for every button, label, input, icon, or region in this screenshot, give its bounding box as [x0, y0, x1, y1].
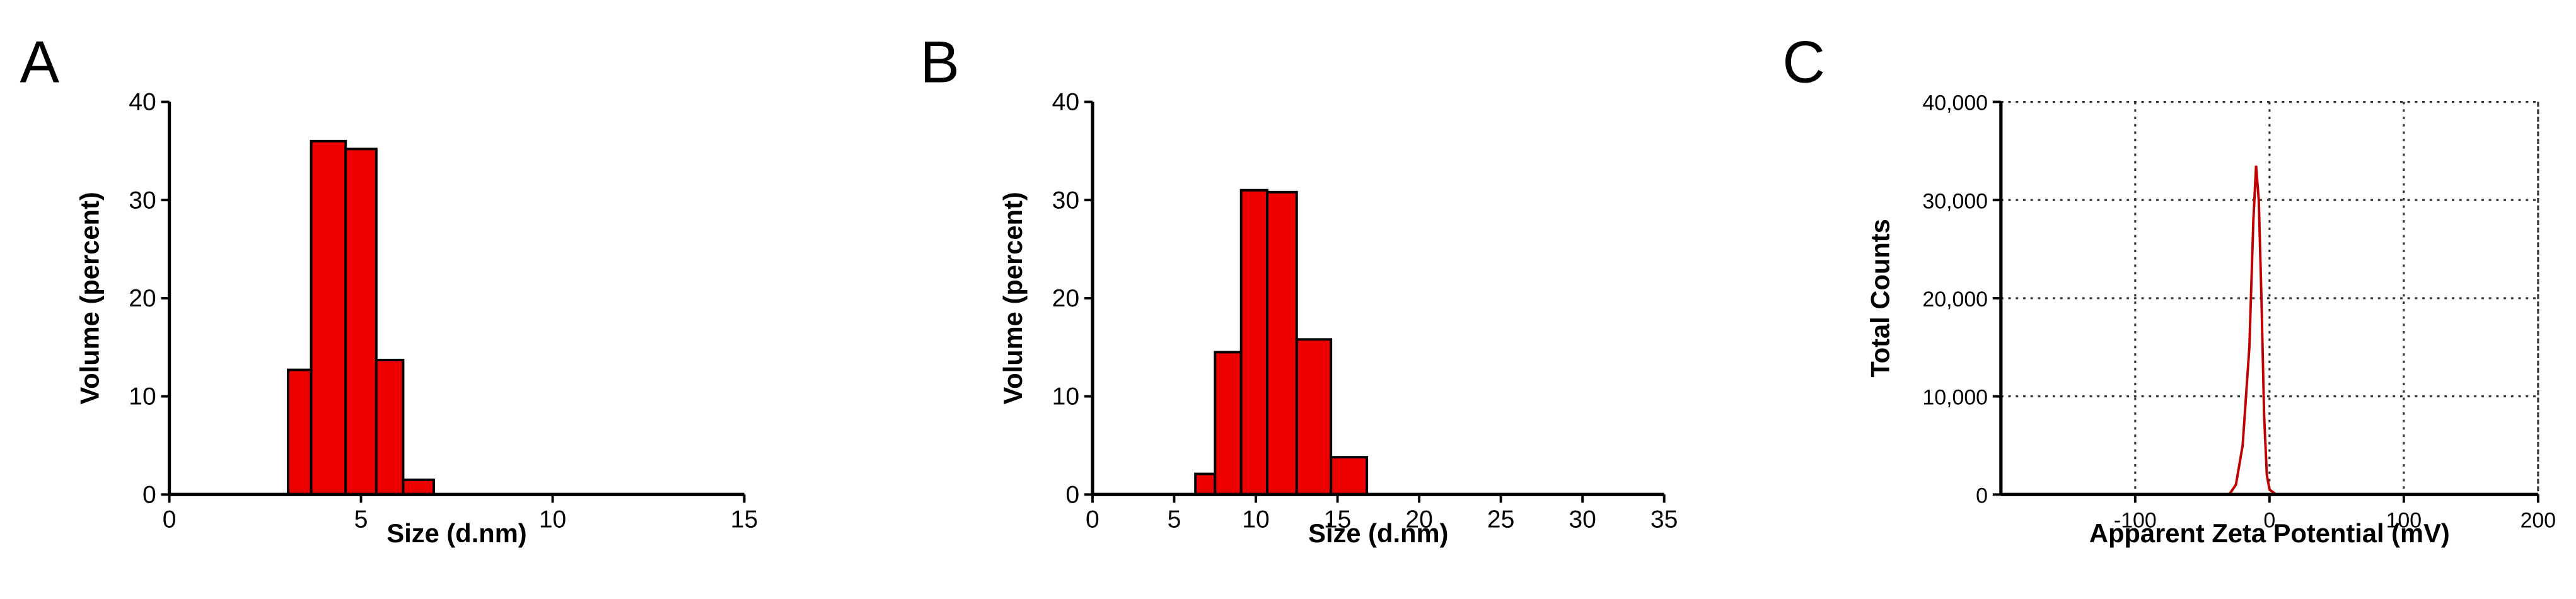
- panel-label: A: [20, 28, 59, 95]
- x-tick-label: 25: [1487, 506, 1514, 533]
- y-tick-label: 0: [1065, 481, 1079, 508]
- y-tick-label: 40,000: [1922, 91, 1988, 115]
- line: [2068, 165, 2471, 496]
- x-tick-label: -100: [2114, 508, 2157, 532]
- bar: [1295, 338, 1333, 496]
- bar: [344, 148, 378, 496]
- y-tick-label: 40: [129, 89, 156, 116]
- y-tick-label: 40: [1052, 89, 1079, 116]
- y-tick-label: 0: [142, 481, 156, 508]
- y-tick-label: 30: [1052, 187, 1079, 214]
- bar: [402, 478, 436, 496]
- x-tick-label: 0: [1086, 506, 1099, 533]
- panel-label: B: [920, 28, 960, 95]
- x-tick-label: 5: [354, 506, 368, 533]
- y-axis-title: Volume (percent): [75, 192, 105, 404]
- y-tick-label: 10: [1052, 383, 1079, 410]
- x-tick-label: 15: [731, 506, 758, 533]
- x-tick-label: 200: [2521, 508, 2556, 532]
- x-tick-label: 5: [1168, 506, 1181, 533]
- x-axis-title: Size (d.nm): [386, 518, 526, 548]
- bar: [374, 359, 405, 496]
- bar: [1330, 456, 1369, 496]
- bar: [1266, 190, 1298, 496]
- bar: [287, 368, 313, 496]
- x-tick-label: 10: [1242, 506, 1269, 533]
- x-tick-label: 100: [2386, 508, 2422, 532]
- y-tick-label: 30: [129, 187, 156, 214]
- y-tick-label: 30,000: [1922, 189, 1988, 213]
- y-axis-title: Volume (percent): [998, 192, 1028, 404]
- x-tick-label: 35: [1651, 506, 1678, 533]
- y-tick-label: 20,000: [1922, 288, 1988, 311]
- x-tick-label: 30: [1569, 506, 1596, 533]
- x-axis-title: Size (d.nm): [1308, 518, 1448, 548]
- y-tick-label: 20: [129, 285, 156, 312]
- y-axis-title: Total Counts: [1865, 219, 1895, 378]
- x-tick-label: 0: [2263, 508, 2275, 532]
- x-tick-label: 15: [1324, 506, 1351, 533]
- x-tick-label: 20: [1405, 506, 1432, 533]
- x-axis-title: Apparent Zeta Potential (mV): [2089, 518, 2450, 548]
- bar: [1239, 189, 1269, 496]
- y-tick-label: 10: [129, 383, 156, 410]
- y-tick-label: 10,000: [1922, 386, 1988, 410]
- y-tick-label: 20: [1052, 285, 1079, 312]
- x-tick-label: 10: [539, 506, 566, 533]
- x-tick-label: 0: [163, 506, 177, 533]
- y-tick-label: 0: [1976, 484, 1988, 508]
- bar: [1194, 472, 1217, 496]
- bar: [1214, 351, 1243, 496]
- bar: [310, 139, 347, 496]
- panel-label: C: [1782, 28, 1825, 95]
